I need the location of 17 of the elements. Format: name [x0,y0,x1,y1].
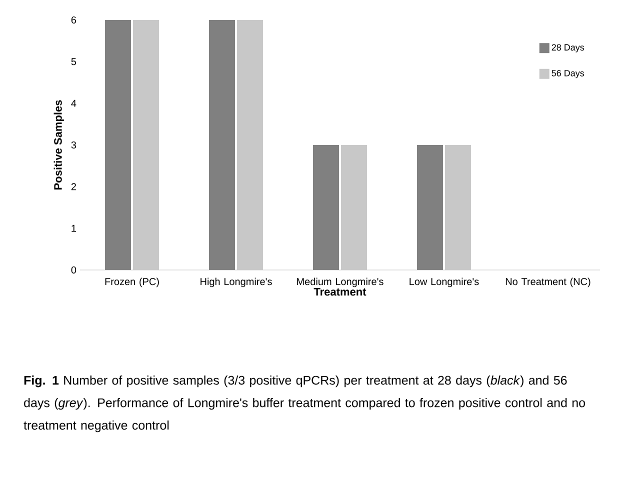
legend-label: 28 Days [552,44,584,52]
y-tick-label: 6 [71,16,76,24]
x-tick-label: No Treatment (NC) [506,278,590,288]
y-tick-label: 0 [71,266,76,274]
y-tick-label: 4 [71,100,76,107]
y-tick-label: 3 [71,141,76,149]
text: Fig. 1 Number of positive samples (3/3 positive qPCRs) per treatment at 28 days (black) and 56 days (grey). Performance of Longmire's buffer treatment compared to frozen positive control and no treatment negative control [24,376,586,432]
x-tick-label: Medium Longmire's [297,278,384,288]
legend-label: 56 Days [552,70,584,78]
x-axis-title: Treatment [314,288,366,296]
y-tick-label: 2 [71,183,76,190]
y-tick-label: 1 [72,224,76,232]
x-tick-label: Frozen (PC) [105,278,159,288]
y-axis-title: Positive Samples [54,100,64,190]
x-tick-label: High Longmire's [200,278,272,288]
y-tick-label: 5 [71,58,76,66]
x-tick-label: Low Longmire's [410,278,479,288]
